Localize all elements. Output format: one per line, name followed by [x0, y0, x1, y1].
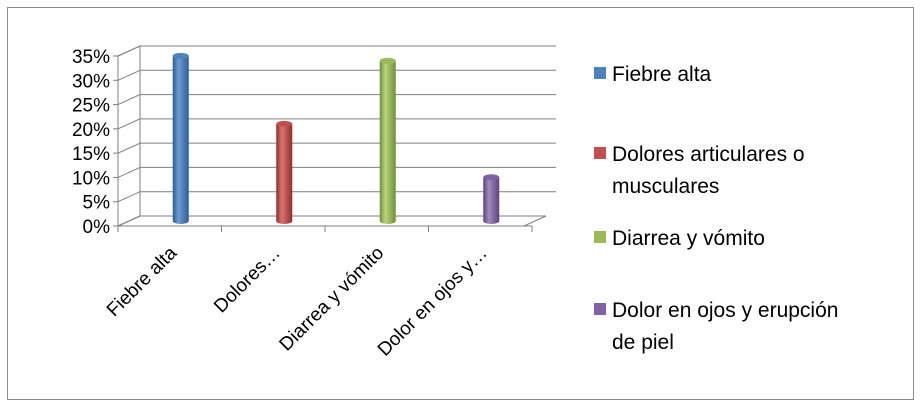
y-tick-label: 20% [72, 120, 110, 141]
gridline-depth [117, 215, 141, 227]
bars [172, 52, 500, 225]
bar-top [172, 52, 189, 59]
legend-swatch [594, 303, 606, 315]
gridline-depth [117, 191, 141, 203]
bar-body [276, 123, 293, 225]
gridline-depth [117, 45, 141, 57]
y-tick-label: 15% [72, 144, 110, 165]
x-category-label: Fiebre alta [103, 242, 182, 321]
bar-1 [172, 52, 189, 225]
legend-item-4: Dolor en ojos y erupción de piel [594, 299, 838, 354]
bar-top [483, 174, 500, 181]
bar-top [379, 57, 396, 64]
plot-side-wall [117, 45, 141, 227]
gridline-depth [117, 166, 141, 178]
x-category-label: Dolor en ojos y… [374, 243, 492, 361]
gridline-depth [117, 142, 141, 154]
legend-label: musculares [612, 175, 719, 198]
x-axis-labels: Fiebre alta Dolores…Diarrea y vómitoDolor… [103, 242, 492, 360]
bar-top [276, 120, 293, 127]
gridline-depth [117, 94, 141, 106]
legend-swatch [594, 67, 606, 79]
y-tick-label: 0% [83, 217, 111, 238]
bar-body [172, 55, 189, 225]
legend-swatch [594, 231, 606, 243]
x-category-label: Diarrea y vómito [276, 243, 389, 356]
legend-label: de piel [612, 331, 674, 354]
chart-frame [7, 7, 914, 400]
legend-label: Diarrea y vómito [612, 227, 765, 250]
y-tick-label: 25% [72, 96, 110, 117]
bar-2 [276, 120, 293, 225]
bar-body [483, 177, 500, 225]
bar-3 [379, 57, 396, 225]
y-tick-label: 30% [72, 71, 110, 92]
y-axis-labels: 0% 5% 10% 15% 20% 25% 30% 35% [72, 47, 110, 238]
y-tick-label: 5% [83, 193, 111, 214]
y-tick-label: 35% [72, 47, 110, 68]
bar-body [379, 60, 396, 225]
y-tick-label: 10% [72, 168, 110, 189]
legend-label: Dolores articulares o [612, 143, 805, 166]
legend-label: Fiebre alta [612, 63, 712, 86]
legend-item-2: Dolores articulares o musculares [594, 143, 805, 198]
legend-label: Dolor en ojos y erupción [612, 299, 838, 322]
bar-4 [483, 174, 500, 225]
gridline-depth [117, 69, 141, 81]
legend-item-3: Diarrea y vómito [594, 227, 765, 250]
legend-item-1: Fiebre alta [594, 63, 712, 86]
legend: Fiebre alta Dolores articulares o muscular… [594, 63, 838, 354]
legend-swatch [594, 147, 606, 159]
gridline-depth [117, 118, 141, 130]
x-category-label: Dolores… [210, 243, 285, 318]
